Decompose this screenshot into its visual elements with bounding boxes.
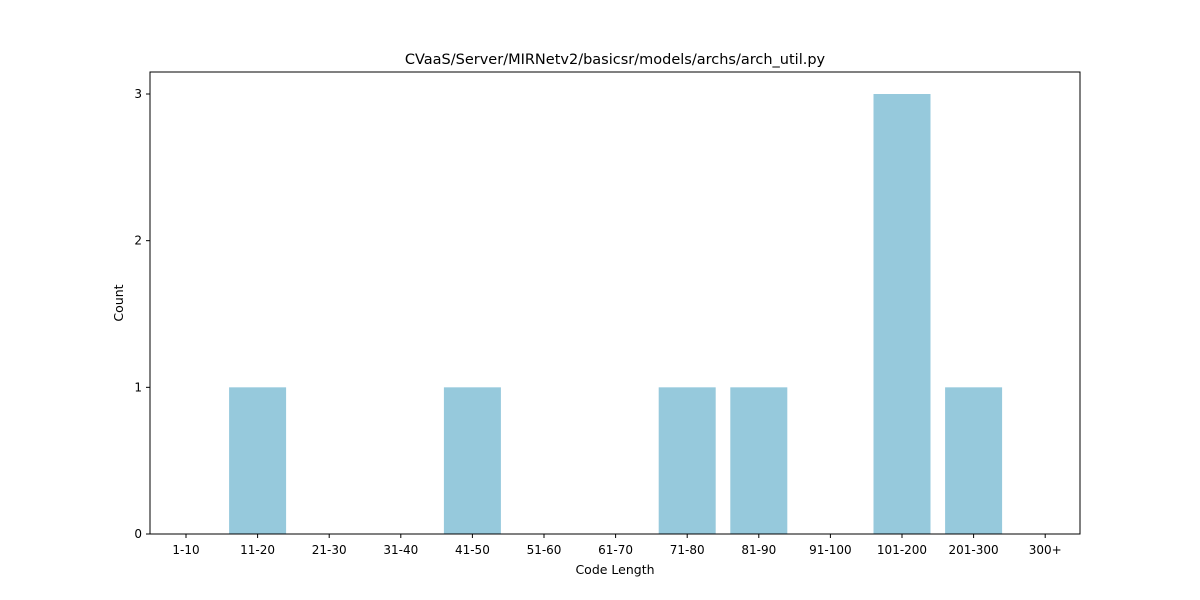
x-tick-label: 41-50 [455, 543, 490, 557]
x-tick-label: 61-70 [598, 543, 633, 557]
x-tick-label: 1-10 [172, 543, 199, 557]
plot-frame [149, 71, 1081, 535]
x-tick-label: 101-200 [877, 543, 927, 557]
bar-41-50 [443, 387, 501, 534]
y-axis-ticks: 0 1 2 3 [134, 87, 150, 541]
y-tick-label: 3 [134, 87, 142, 101]
bar-101-200 [873, 94, 931, 534]
bars [229, 94, 1003, 534]
y-tick-label: 0 [134, 527, 142, 541]
x-tick-label: 11-20 [240, 543, 275, 557]
x-tick-label: 91-100 [809, 543, 852, 557]
x-tick-label: 21-30 [312, 543, 347, 557]
x-tick-label: 300+ [1029, 543, 1062, 557]
bar-11-20 [229, 387, 287, 534]
y-axis-label: Count [111, 284, 126, 321]
bar-201-300 [945, 387, 1003, 534]
bar-81-90 [730, 387, 788, 534]
x-tick-label: 201-300 [949, 543, 999, 557]
x-tick-label: 31-40 [383, 543, 418, 557]
bar-71-80 [658, 387, 716, 534]
chart-title: CVaaS/Server/MIRNetv2/basicsr/models/arc… [405, 52, 826, 68]
y-tick-label: 2 [134, 234, 142, 248]
x-axis-ticks: 1-10 11-20 21-30 31-40 41-50 51-60 61-70 71-80 8… [172, 534, 1062, 557]
x-tick-label: 71-80 [670, 543, 705, 557]
x-axis-label: Code Length [575, 562, 654, 577]
y-tick-label: 1 [134, 380, 142, 394]
x-tick-label: 81-90 [741, 543, 776, 557]
x-tick-label: 51-60 [527, 543, 562, 557]
